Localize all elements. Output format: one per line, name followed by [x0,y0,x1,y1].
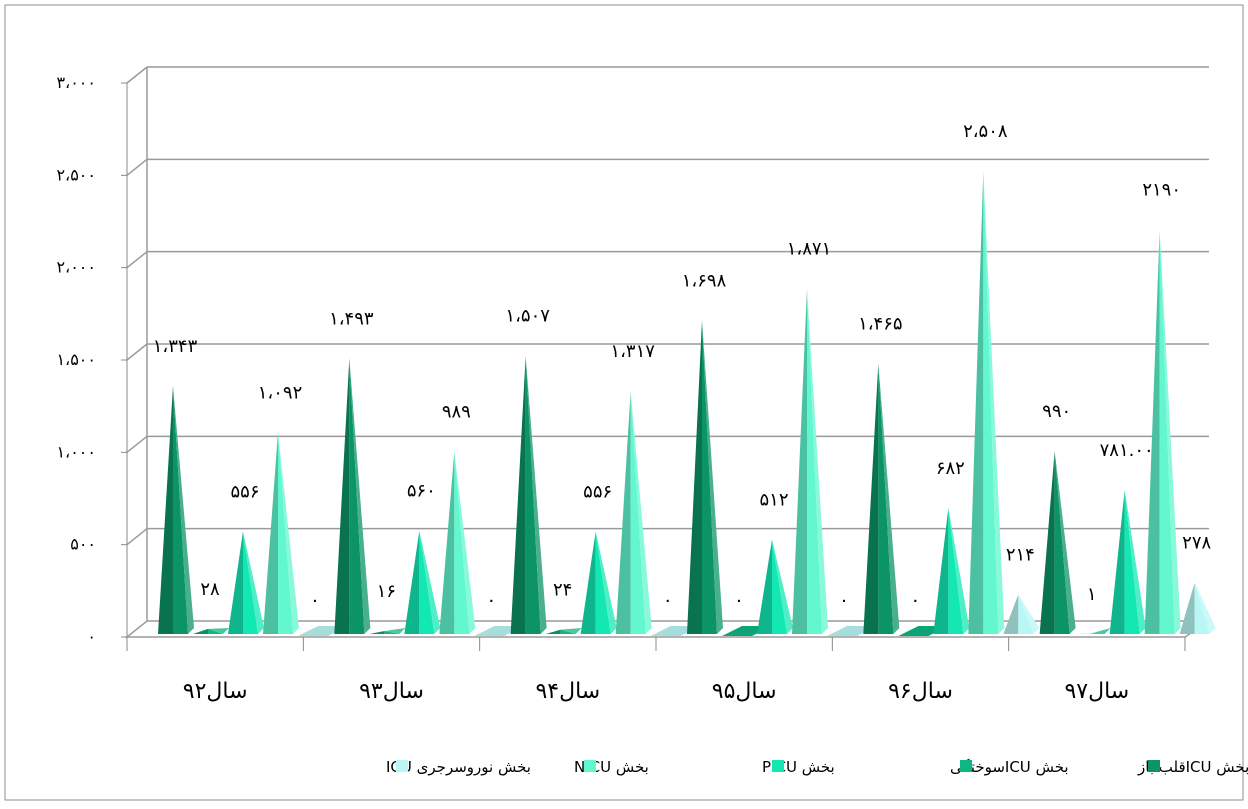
legend-swatch [584,760,596,772]
legend-entry: بخش نوروسرجری ICU [386,758,531,776]
x-category-label: سال۹۵ [712,679,777,704]
legend-swatch [772,760,784,772]
y-tick-label: ۵۰۰ [70,535,96,554]
data-label: ۵۱۲ [759,489,788,510]
legend-swatch [1148,760,1160,772]
data-label: ۵۵۶ [230,481,259,502]
y-tick-label: ۲،۵۰۰ [56,165,96,184]
data-label: ۲،۵۰۸ [963,121,1008,142]
data-label: ۱،۴۹۳ [329,308,374,329]
data-label: ۹۸۹ [442,401,471,422]
y-tick-label: ۰ [87,627,96,646]
x-category-label: سال۹۳ [359,679,424,704]
data-label: ۲۱۹۰ [1142,180,1181,201]
data-label: ۱،۳۴۳ [153,336,198,357]
data-label: ۰ [734,590,744,611]
legend-entry: بخش ICUسوختگی [950,758,1069,776]
x-category-label: سال۹۷ [1064,679,1129,704]
data-label: ۱ [1087,584,1097,605]
data-label: ۰ [839,590,849,611]
data-label: ۱،۳۱۷ [610,341,655,362]
x-category-label: سال۹۶ [888,679,953,704]
data-label: ۷۸۱.۰۰ [1100,440,1154,461]
legend-swatch [960,760,972,772]
y-tick-label: ۲،۰۰۰ [56,258,96,277]
data-label: ۵۶۰ [407,481,436,502]
data-label: ۰ [310,590,320,611]
data-label: ۲۸ [200,579,220,600]
x-category-label: سال۹۲ [183,679,248,704]
data-label: ۵۵۶ [583,481,612,502]
data-label: ۱۶ [377,581,396,602]
data-label: ۲۱۴ [1006,544,1035,565]
legend-entry: بخش ICUقلب باز [1137,758,1248,776]
data-label: ۲۴ [553,580,572,601]
y-tick-label: ۱،۵۰۰ [56,350,96,369]
y-tick-label: ۱،۰۰۰ [56,442,96,461]
data-label: ۱،۴۶۵ [858,313,902,334]
data-label: ۱،۵۰۷ [505,306,550,327]
data-label: ۰ [910,590,920,611]
data-label: ۰ [486,590,496,611]
x-category-label: سال۹۴ [535,679,600,704]
legend-swatch [396,760,408,772]
data-label: ۹۹۰ [1042,401,1071,422]
legend-entry: بخش NICU [574,758,649,776]
y-tick-label: ۳،۰۰۰ [56,73,96,92]
data-label: ۶۸۲ [936,458,965,479]
data-label: ۱،۶۹۸ [682,270,727,291]
data-label: ۰ [663,590,673,611]
data-label: ۲۷۸ [1182,533,1211,554]
data-label: ۱،۸۷۱ [787,238,831,259]
legend-entry: بخش PICU [762,758,835,776]
data-label: ۱،۰۹۲ [258,382,302,403]
